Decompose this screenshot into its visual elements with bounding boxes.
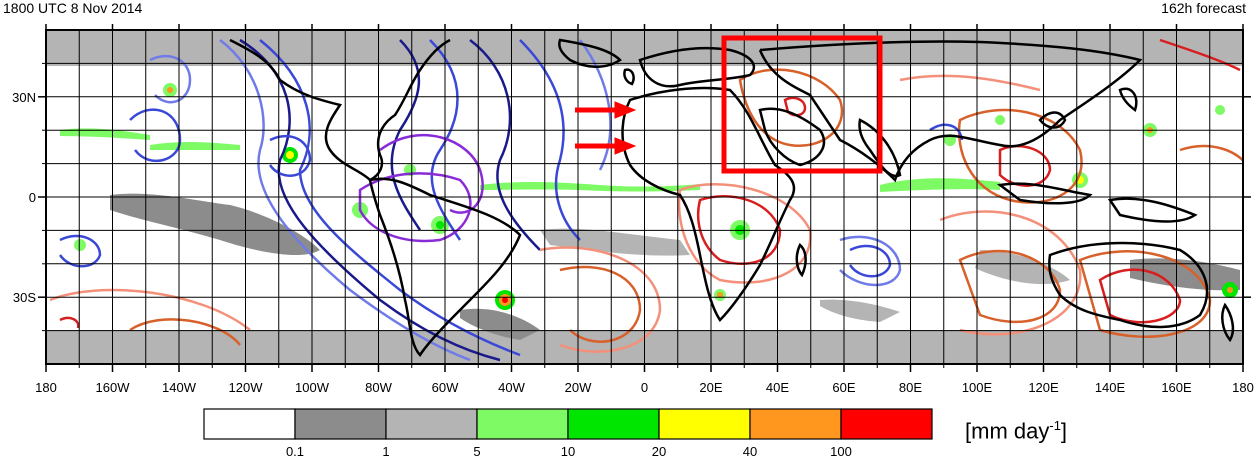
lon-label: 160E (1161, 380, 1192, 395)
legend-units: [mm day-1] (965, 418, 1068, 444)
lon-label: 180 (35, 380, 57, 395)
arrow-upper (575, 101, 637, 119)
lat-label: 0 (29, 190, 36, 205)
legend-swatch (385, 408, 478, 440)
legend-swatch (476, 408, 569, 440)
lon-label: 40E (766, 380, 789, 395)
lon-label: 40W (498, 380, 525, 395)
legend-threshold-label: 5 (473, 444, 480, 459)
lon-label: 0 (641, 380, 648, 395)
legend-swatch (840, 408, 933, 440)
legend-swatch (294, 408, 387, 440)
longitude-axis: 180 160W 140W 120W 100W 80W 60W 40W 20W 0 20E 40E 60… (35, 24, 1254, 395)
legend-threshold-label: 100 (830, 444, 852, 459)
legend-swatch (567, 408, 660, 440)
lon-label: 20E (699, 380, 722, 395)
valid-time-label: 1800 UTC 8 Nov 2014 (3, 0, 143, 16)
lon-label: 60W (432, 380, 459, 395)
lon-label: 20W (565, 380, 592, 395)
legend-threshold-label: 10 (561, 444, 575, 459)
lon-label: 140E (1095, 380, 1126, 395)
legend-threshold-label: 40 (743, 444, 757, 459)
arrows (575, 101, 637, 155)
lon-label: 60E (832, 380, 855, 395)
lon-label: 160W (96, 380, 131, 395)
lon-label: 120E (1028, 380, 1059, 395)
legend-swatch (749, 408, 842, 440)
forecast-hour-label: 162h forecast (1161, 0, 1246, 16)
lon-label: 100W (295, 380, 330, 395)
arrow-lower (575, 137, 637, 155)
legend-swatch (203, 408, 296, 440)
legend-threshold-label: 20 (652, 444, 666, 459)
legend-colorbar: 0.1 1 5 10 20 40 100 (203, 408, 933, 459)
legend-swatch (658, 408, 751, 440)
latitude-axis: 30N 0 30S (12, 62, 1251, 332)
legend-threshold-label: 1 (382, 444, 389, 459)
lon-label: 80E (899, 380, 922, 395)
lon-label: 100E (962, 380, 993, 395)
lat-label: 30N (12, 90, 36, 105)
graticule (46, 30, 1243, 364)
lon-label: 140W (162, 380, 197, 395)
lon-label: 80W (365, 380, 392, 395)
legend-threshold-label: 0.1 (286, 444, 304, 459)
highlight-box (721, 35, 883, 174)
lon-label: 180 (1232, 380, 1254, 395)
lat-label: 30S (13, 290, 36, 305)
lon-label: 120W (229, 380, 264, 395)
